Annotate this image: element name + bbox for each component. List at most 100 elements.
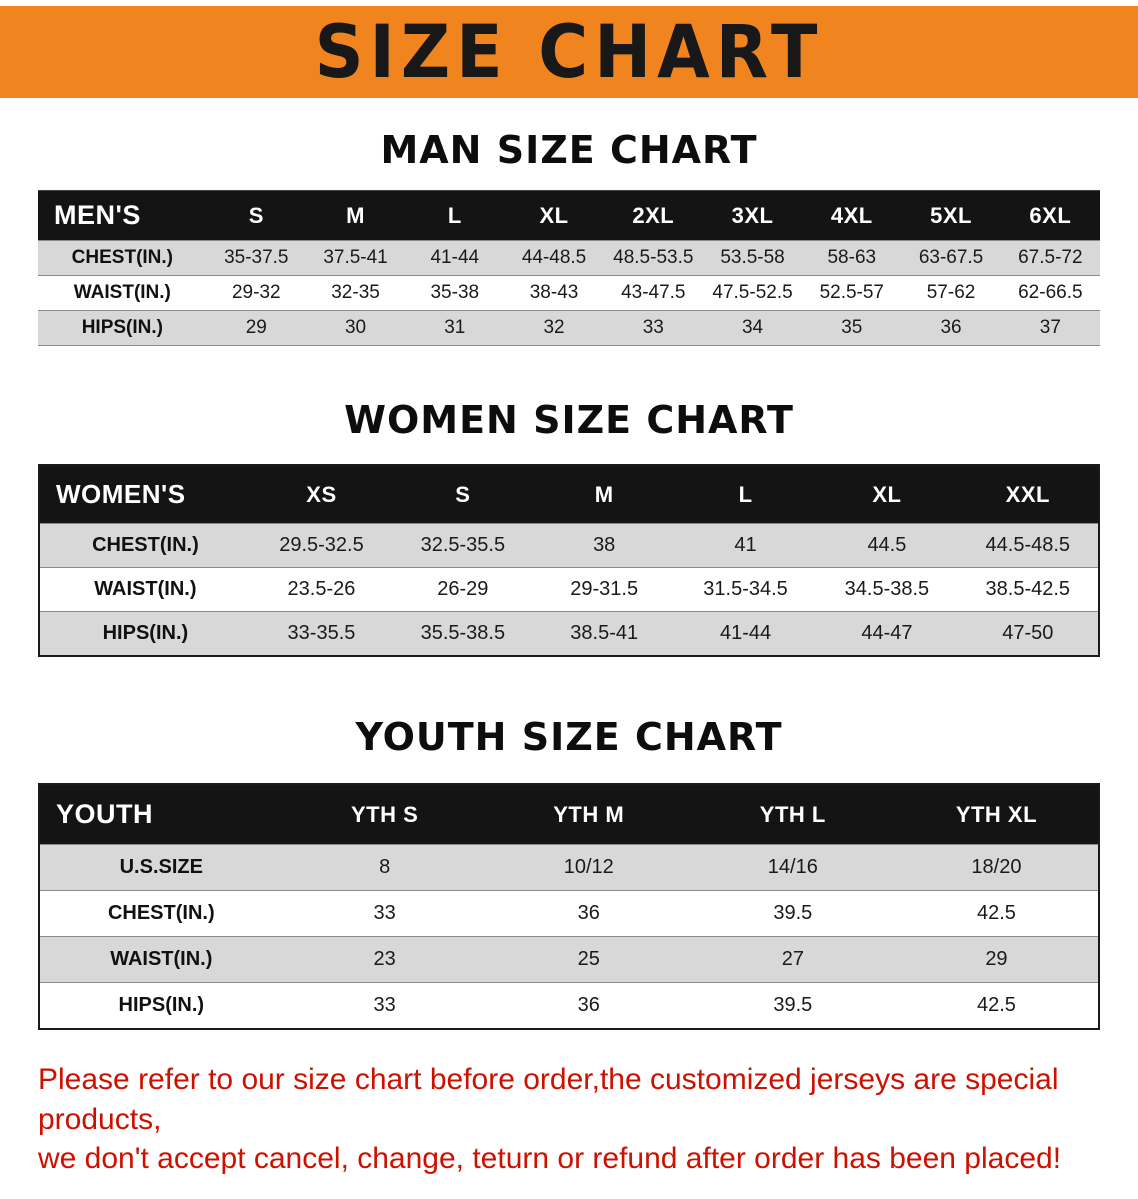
row-label-cell: CHEST(IN.): [107, 902, 215, 924]
row-label-cell: HIPS(IN.): [118, 994, 205, 1016]
table-row: HIPS(IN.) 33 36 39.5 42.5: [39, 982, 1099, 1029]
value-cell: 35-37.5: [224, 247, 289, 268]
value-cell: 43-47.5: [621, 282, 686, 303]
section-heading-youth: YOUTH SIZE CHART: [355, 715, 783, 759]
value-cell: 39.5: [773, 994, 813, 1016]
section-men: MAN SIZE CHART MEN'S S M L XL 2XL 3XL 4XL 5XL 6XL…: [0, 128, 1138, 346]
value-cell: 44-47: [861, 622, 913, 644]
value-cell: 41: [734, 534, 757, 556]
value-cell: 57-62: [926, 282, 976, 303]
size-header-cell: L: [405, 190, 505, 241]
size-header-cell: 5XL: [901, 190, 1001, 241]
disclaimer: Please refer to our size chart before or…: [0, 1060, 1138, 1199]
size-header-cell: S: [206, 190, 306, 241]
section-heading-men: MAN SIZE CHART: [380, 128, 758, 172]
banner: SIZE CHART: [0, 6, 1138, 98]
value-cell: 29-31.5: [570, 578, 639, 600]
row-label-cell: U.S.SIZE: [119, 856, 203, 878]
value-cell: 41-44: [430, 247, 480, 268]
value-cell: 23.5-26: [287, 578, 356, 600]
value-cell: 36: [577, 994, 600, 1016]
disclaimer-line-1: Please refer to our size chart before or…: [38, 1063, 1059, 1136]
value-cell: 29.5-32.5: [279, 534, 364, 556]
table-title-cell: WOMEN'S: [39, 465, 251, 524]
value-cell: 26-29: [437, 578, 489, 600]
value-cell: 35-38: [430, 282, 480, 303]
value-cell: 41-44: [719, 622, 772, 644]
row-label-cell: WAIST(IN.): [73, 282, 171, 303]
value-cell: 62-66.5: [1018, 282, 1083, 303]
value-cell: 8: [379, 856, 391, 878]
value-cell: 53.5-58: [720, 247, 785, 268]
size-header-cell: L: [674, 465, 817, 524]
size-header-cell: YTH L: [690, 784, 895, 845]
value-cell: 31: [444, 317, 466, 338]
value-cell: 35: [841, 317, 863, 338]
value-cell: 38.5-42.5: [985, 578, 1071, 600]
value-cell: 36: [940, 317, 962, 338]
value-cell: 38.5-41: [570, 622, 639, 644]
section-women: WOMEN SIZE CHART WOMEN'S XS S M L XL XXL CHEST(…: [0, 398, 1138, 657]
table-row: WAIST(IN.) 23 25 27 29: [39, 936, 1099, 983]
value-cell: 38: [593, 534, 616, 556]
size-header-cell: XL: [504, 190, 604, 241]
value-cell: 33: [373, 994, 396, 1016]
value-cell: 37.5-41: [323, 247, 388, 268]
value-cell: 32.5-35.5: [420, 534, 506, 556]
table-row: U.S.SIZE 8 10/12 14/16 18/20: [39, 844, 1099, 891]
value-cell: 35.5-38.5: [420, 622, 506, 644]
section-heading-women: WOMEN SIZE CHART: [344, 398, 794, 442]
table-row: WAIST(IN.) 23.5-26 26-29 29-31.5 31.5-34.5 34…: [39, 567, 1099, 612]
value-cell: 44.5: [867, 534, 907, 556]
table-header-row: MEN'S S M L XL 2XL 3XL 4XL 5XL 6XL: [38, 190, 1100, 241]
value-cell: 33: [642, 317, 664, 338]
value-cell: 52.5-57: [819, 282, 885, 303]
size-header-cell: 3XL: [702, 190, 803, 241]
value-cell: 47-50: [1002, 622, 1054, 644]
value-cell: 39.5: [773, 902, 813, 924]
value-cell: 29: [245, 317, 267, 338]
table-row: CHEST(IN.) 35-37.5 37.5-41 41-44 44-48.5 48.5…: [38, 240, 1100, 276]
value-cell: 38-43: [529, 282, 579, 303]
value-cell: 58-63: [827, 247, 877, 268]
value-cell: 23: [373, 948, 396, 970]
value-cell: 29: [985, 948, 1008, 970]
value-cell: 29-32: [231, 282, 281, 303]
row-label-cell: WAIST(IN.): [94, 578, 197, 600]
row-label-cell: HIPS(IN.): [81, 317, 163, 338]
value-cell: 34: [741, 317, 764, 338]
men-size-table: MEN'S S M L XL 2XL 3XL 4XL 5XL 6XL CHEST(IN.) 35-37…: [38, 190, 1100, 346]
value-cell: 18/20: [971, 856, 1022, 878]
size-header-cell: M: [533, 465, 675, 524]
size-header-cell: S: [392, 465, 534, 524]
value-cell: 33: [373, 902, 396, 924]
section-youth: YOUTH SIZE CHART YOUTH YTH S YTH M YTH L YTH…: [0, 715, 1138, 1030]
table-header-row: YOUTH YTH S YTH M YTH L YTH XL: [39, 784, 1099, 845]
value-cell: 42.5: [976, 994, 1016, 1016]
value-cell: 34.5-38.5: [844, 578, 930, 600]
youth-size-table: YOUTH YTH S YTH M YTH L YTH XL U.S.SIZE 8 10/12…: [38, 783, 1100, 1030]
value-cell: 32-35: [331, 282, 380, 303]
size-header-cell: YTH XL: [894, 784, 1099, 845]
value-cell: 44-48.5: [521, 247, 587, 268]
size-header-cell: 2XL: [603, 190, 703, 241]
size-header-cell: YTH M: [486, 784, 691, 845]
value-cell: 10/12: [563, 856, 614, 878]
size-header-cell: XL: [816, 465, 958, 524]
size-header-cell: 4XL: [802, 190, 902, 241]
value-cell: 42.5: [976, 902, 1016, 924]
size-header-cell: YTH S: [282, 784, 487, 845]
table-row: CHEST(IN.) 33 36 39.5 42.5: [39, 890, 1099, 937]
value-cell: 30: [344, 317, 367, 338]
value-cell: 25: [577, 948, 600, 970]
size-header-cell: M: [305, 190, 406, 241]
size-header-cell: XS: [250, 465, 393, 524]
row-label-cell: WAIST(IN.): [110, 948, 213, 970]
table-row: HIPS(IN.) 33-35.5 35.5-38.5 38.5-41 41-44 44-…: [39, 611, 1099, 656]
value-cell: 27: [781, 948, 804, 970]
row-label-cell: HIPS(IN.): [102, 622, 189, 644]
table-header-row: WOMEN'S XS S M L XL XXL: [39, 465, 1099, 524]
disclaimer-line-2: we don't accept cancel, change, teturn o…: [38, 1142, 1062, 1176]
row-label-cell: CHEST(IN.): [71, 247, 173, 268]
value-cell: 44.5-48.5: [985, 534, 1071, 556]
